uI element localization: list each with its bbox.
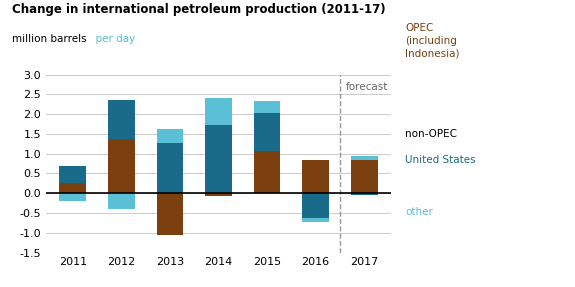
Bar — [205, 193, 232, 196]
Bar — [108, 100, 135, 139]
Bar — [59, 193, 86, 201]
Bar — [205, 98, 232, 125]
Text: OPEC
(including
Indonesia): OPEC (including Indonesia) — [405, 23, 460, 59]
Text: other: other — [405, 207, 433, 217]
Bar — [108, 139, 135, 193]
Bar — [108, 193, 135, 209]
Text: forecast: forecast — [346, 82, 388, 92]
Bar — [59, 183, 86, 193]
Text: million barrels: million barrels — [12, 34, 86, 44]
Bar — [156, 129, 183, 143]
Bar — [254, 113, 281, 151]
Bar — [351, 160, 378, 193]
Bar — [156, 193, 183, 235]
Bar — [254, 101, 281, 113]
Bar — [302, 218, 329, 222]
Text: per day: per day — [89, 34, 135, 44]
Bar — [156, 143, 183, 193]
Bar — [254, 151, 281, 193]
Bar — [205, 125, 232, 193]
Text: United States: United States — [405, 155, 476, 165]
Bar — [59, 166, 86, 183]
Bar — [302, 193, 329, 218]
Bar — [351, 193, 378, 195]
Text: Change in international petroleum production (2011-17): Change in international petroleum produc… — [12, 3, 385, 16]
Text: non-OPEC: non-OPEC — [405, 129, 457, 139]
Bar — [351, 156, 378, 160]
Bar — [302, 160, 329, 193]
